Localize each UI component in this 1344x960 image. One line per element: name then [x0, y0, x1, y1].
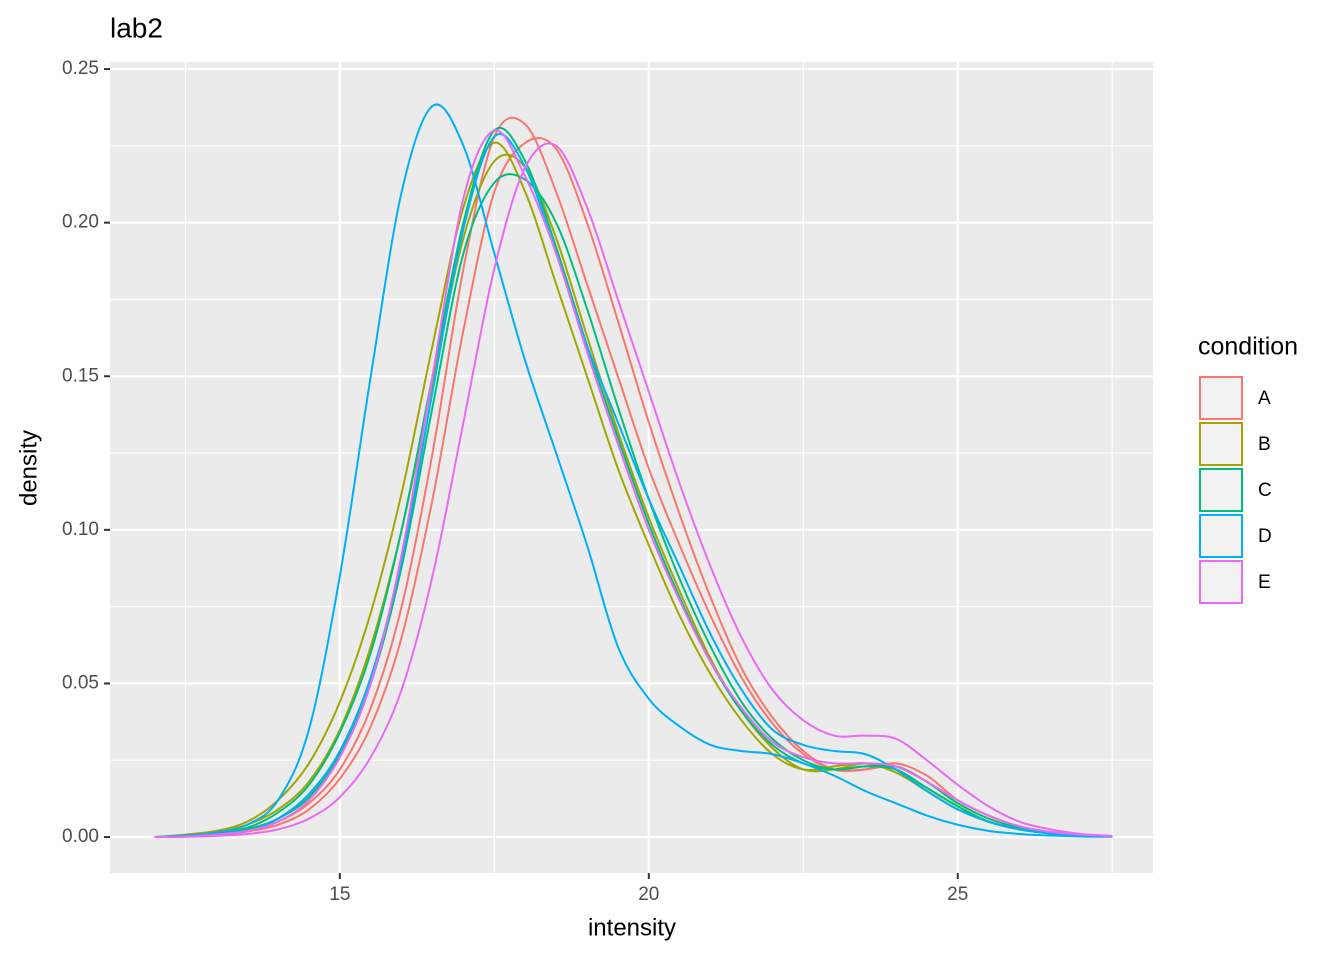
density-line: [154, 129, 1113, 839]
legend-key: [1199, 422, 1243, 466]
density-line: [154, 127, 1113, 839]
y-tick-label: 0.20: [62, 212, 99, 233]
y-tick-label: 0.05: [62, 672, 99, 693]
x-tick-label: 20: [638, 884, 659, 905]
y-tick-label: 0.15: [62, 365, 99, 386]
x-axis-title: intensity: [588, 914, 676, 941]
chart-title: lab2: [110, 12, 163, 43]
x-tick-label: 25: [947, 884, 968, 905]
y-tick-label: 0.10: [62, 519, 99, 540]
legend-key: [1199, 376, 1243, 420]
density-line: [154, 142, 1113, 839]
legend-label: E: [1258, 572, 1271, 593]
y-tick-label: 0.25: [62, 58, 99, 79]
density-line: [154, 137, 1113, 839]
density-line: [154, 133, 1113, 839]
density-line: [154, 103, 1113, 839]
legend-key: [1199, 560, 1243, 604]
legend-title: condition: [1198, 333, 1298, 361]
plot-panel: [110, 62, 1153, 873]
y-axis-title: density: [15, 430, 42, 506]
legend-label: C: [1258, 480, 1272, 501]
legend-key: [1199, 468, 1243, 512]
legend-key: [1199, 514, 1243, 558]
y-tick-label: 0.00: [62, 826, 99, 847]
legend-label: A: [1258, 388, 1271, 409]
legend-label: D: [1258, 526, 1272, 547]
legend-label: B: [1258, 434, 1271, 455]
x-tick-label: 15: [329, 884, 350, 905]
